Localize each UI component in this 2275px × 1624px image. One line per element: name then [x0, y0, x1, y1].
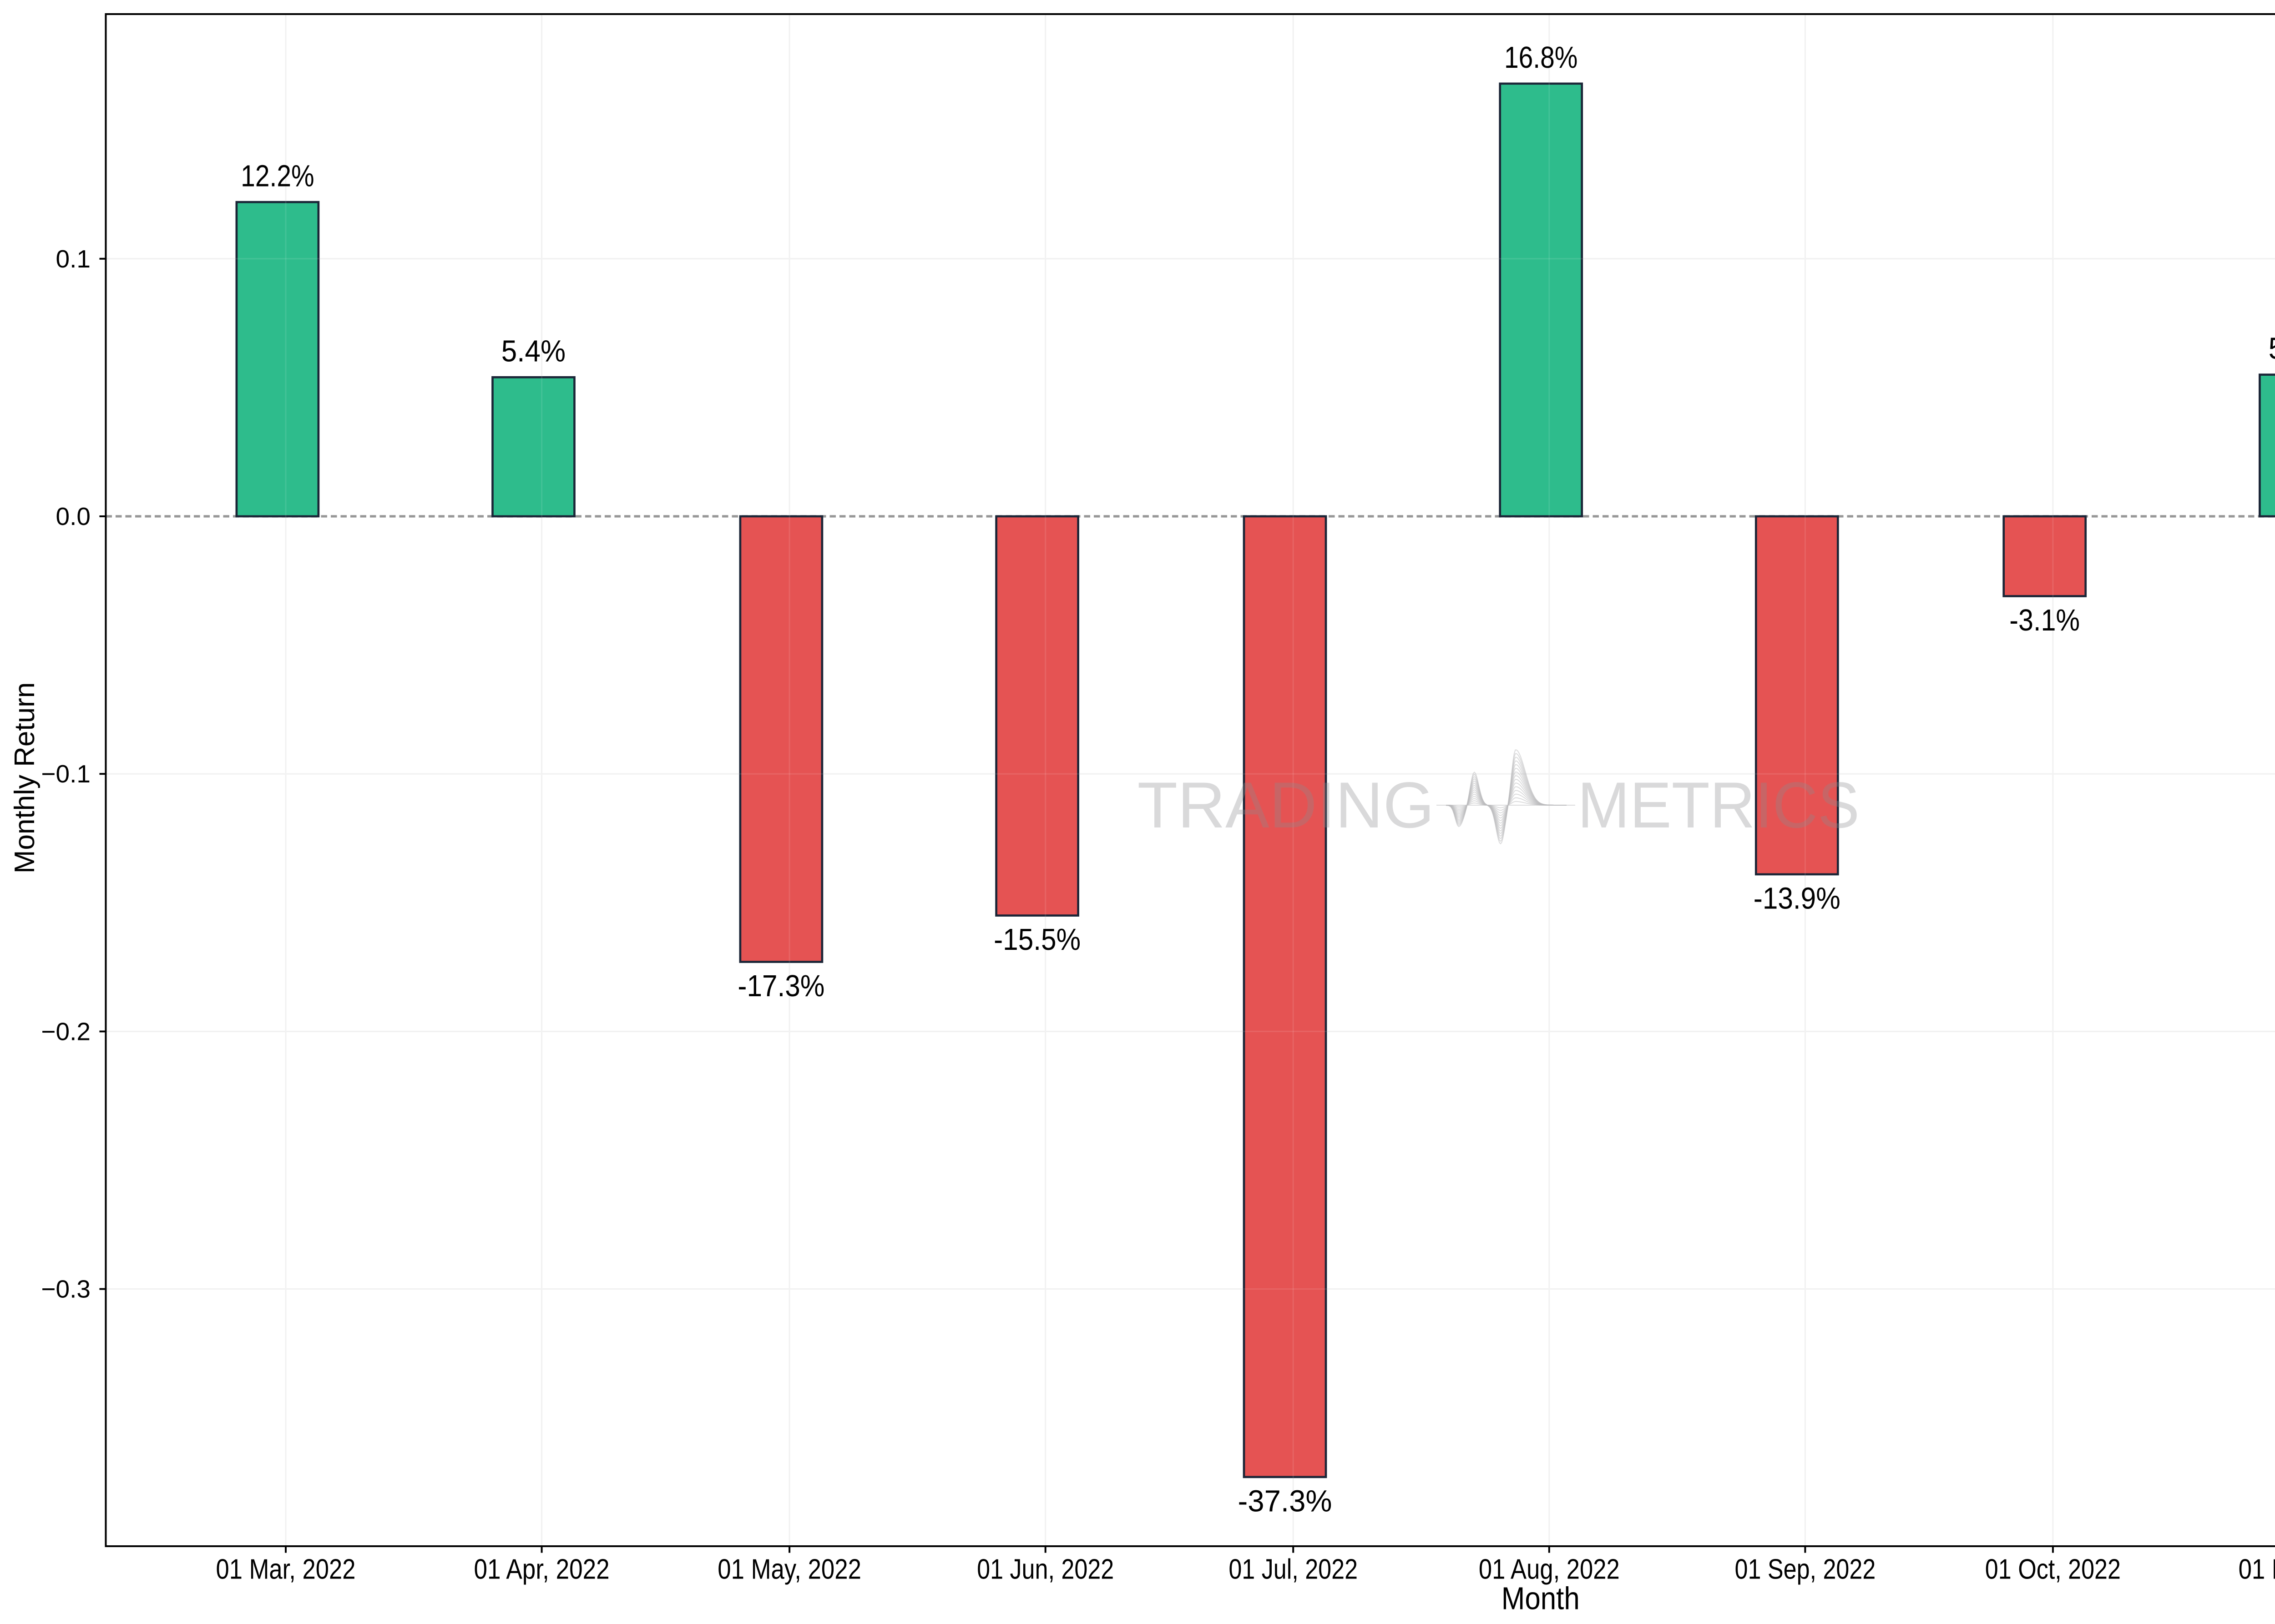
svg-text:01 Jun, 2022: 01 Jun, 2022	[977, 1554, 1114, 1585]
svg-text:16.8%: 16.8%	[1504, 40, 1578, 75]
svg-text:-15.5%: -15.5%	[994, 923, 1081, 957]
svg-text:-17.3%: -17.3%	[738, 969, 824, 1003]
svg-text:01 May, 2022: 01 May, 2022	[718, 1554, 861, 1585]
svg-text:01 Sep, 2022: 01 Sep, 2022	[1735, 1554, 1876, 1585]
svg-text:01 Apr, 2022: 01 Apr, 2022	[474, 1554, 610, 1585]
svg-text:01 Nov, 2022: 01 Nov, 2022	[2239, 1554, 2275, 1585]
svg-text:5.4%: 5.4%	[501, 334, 566, 368]
svg-text:−0.1: −0.1	[41, 760, 91, 788]
svg-text:-37.3%: -37.3%	[1238, 1484, 1332, 1518]
svg-text:01 Mar, 2022: 01 Mar, 2022	[216, 1554, 356, 1585]
svg-text:−0.2: −0.2	[41, 1017, 91, 1045]
svg-text:01 Jul, 2022: 01 Jul, 2022	[1228, 1554, 1358, 1585]
svg-text:5.5%: 5.5%	[2269, 332, 2275, 366]
svg-text:Monthly Return: Monthly Return	[9, 682, 40, 873]
svg-text:01 Oct, 2022: 01 Oct, 2022	[1985, 1554, 2121, 1585]
svg-text:Month: Month	[1502, 1581, 1580, 1616]
svg-text:12.2%: 12.2%	[241, 159, 314, 193]
svg-text:TRADING: TRADING	[1138, 769, 1435, 842]
svg-text:-13.9%: -13.9%	[1754, 881, 1840, 915]
svg-text:METRICS: METRICS	[1577, 769, 1860, 842]
svg-text:0.1: 0.1	[56, 245, 91, 273]
svg-text:−0.3: −0.3	[41, 1275, 91, 1303]
svg-text:0.0: 0.0	[56, 502, 91, 530]
svg-text:01 Aug, 2022: 01 Aug, 2022	[1479, 1554, 1620, 1585]
svg-text:-3.1%: -3.1%	[2009, 603, 2080, 637]
